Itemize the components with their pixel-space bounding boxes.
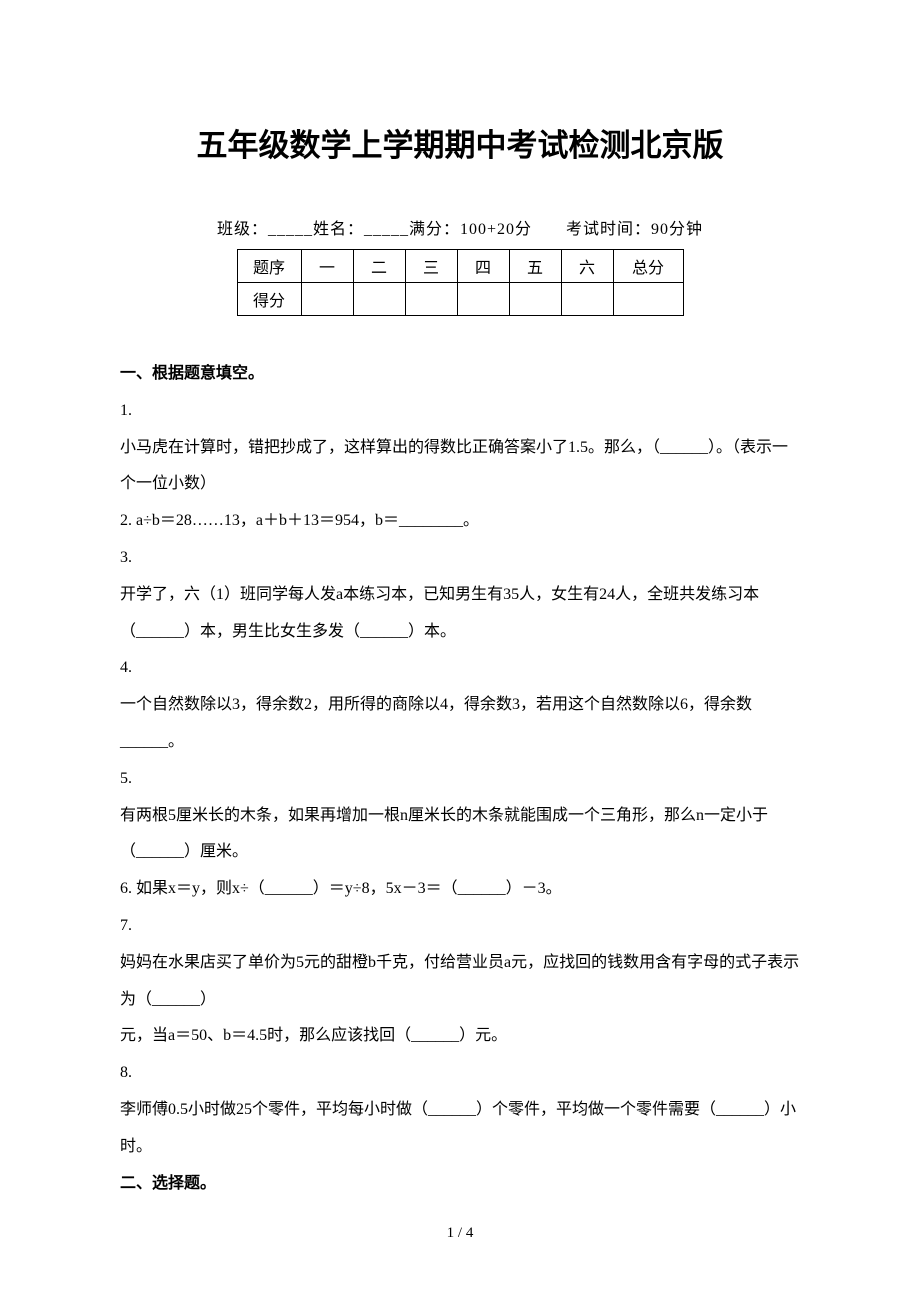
section-heading: 一、根据题意填空。 <box>120 356 800 393</box>
col-header: 六 <box>561 250 613 283</box>
row-label: 得分 <box>237 283 301 316</box>
question-text: 有两根5厘米长的木条，如果再增加一根n厘米长的木条就能围成一个三角形，那么n一定… <box>120 798 800 872</box>
question: 6. 如果x＝y，则x÷（______）＝y÷8，5x－3＝（______）－3… <box>120 871 800 908</box>
score-table-container: 题序 一 二 三 四 五 六 总分 得分 <box>120 249 800 316</box>
score-cell <box>301 283 353 316</box>
question-text: 小马虎在计算时，错把抄成了，这样算出的得数比正确答案小了1.5。那么，（____… <box>120 430 800 504</box>
score-cell <box>405 283 457 316</box>
question-text: 开学了，六（1）班同学每人发a本练习本，已知男生有35人，女生有24人，全班共发… <box>120 577 800 651</box>
question-text: 妈妈在水果店买了单价为5元的甜橙b千克，付给营业员a元，应找回的钱数用含有字母的… <box>120 945 800 1019</box>
question: 2. a÷b＝28……13，a＋b＋13＝954，b＝________。 <box>120 503 800 540</box>
col-header: 二 <box>353 250 405 283</box>
page-footer: 1 / 4 <box>0 1225 920 1242</box>
exam-page: 五年级数学上学期期中考试检测北京版 班级：_____姓名：_____满分：100… <box>0 0 920 1242</box>
col-header: 五 <box>509 250 561 283</box>
question-number: 4. <box>120 650 800 687</box>
exam-title: 五年级数学上学期期中考试检测北京版 <box>120 120 800 165</box>
col-header: 一 <box>301 250 353 283</box>
question-number: 2. <box>120 512 132 529</box>
question-number: 3. <box>120 540 800 577</box>
question-text: 元，当a＝50、b＝4.5时，那么应该找回（______）元。 <box>120 1018 800 1055</box>
section-heading: 二、选择题。 <box>120 1166 800 1203</box>
score-cell <box>353 283 405 316</box>
exam-content: 一、根据题意填空。 1. 小马虎在计算时，错把抄成了，这样算出的得数比正确答案小… <box>120 356 800 1202</box>
score-table: 题序 一 二 三 四 五 六 总分 得分 <box>237 249 684 316</box>
table-row: 题序 一 二 三 四 五 六 总分 <box>237 250 683 283</box>
question-text: a÷b＝28……13，a＋b＋13＝954，b＝________。 <box>136 512 479 529</box>
score-cell <box>561 283 613 316</box>
question-text: 李师傅0.5小时做25个零件，平均每小时做（______）个零件，平均做一个零件… <box>120 1092 800 1166</box>
question-number: 1. <box>120 393 800 430</box>
exam-info-line: 班级：_____姓名：_____满分：100+20分 考试时间：90分钟 <box>120 215 800 239</box>
col-header: 总分 <box>613 250 683 283</box>
question-number: 8. <box>120 1055 800 1092</box>
score-cell <box>457 283 509 316</box>
row-label: 题序 <box>237 250 301 283</box>
question-text: 如果x＝y，则x÷（______）＝y÷8，5x－3＝（______）－3。 <box>136 880 562 897</box>
table-row: 得分 <box>237 283 683 316</box>
score-cell <box>613 283 683 316</box>
col-header: 三 <box>405 250 457 283</box>
score-cell <box>509 283 561 316</box>
col-header: 四 <box>457 250 509 283</box>
question-number: 5. <box>120 761 800 798</box>
question-number: 6. <box>120 880 132 897</box>
question-text: 一个自然数除以3，得余数2，用所得的商除以4，得余数3，若用这个自然数除以6，得… <box>120 687 800 761</box>
question-number: 7. <box>120 908 800 945</box>
